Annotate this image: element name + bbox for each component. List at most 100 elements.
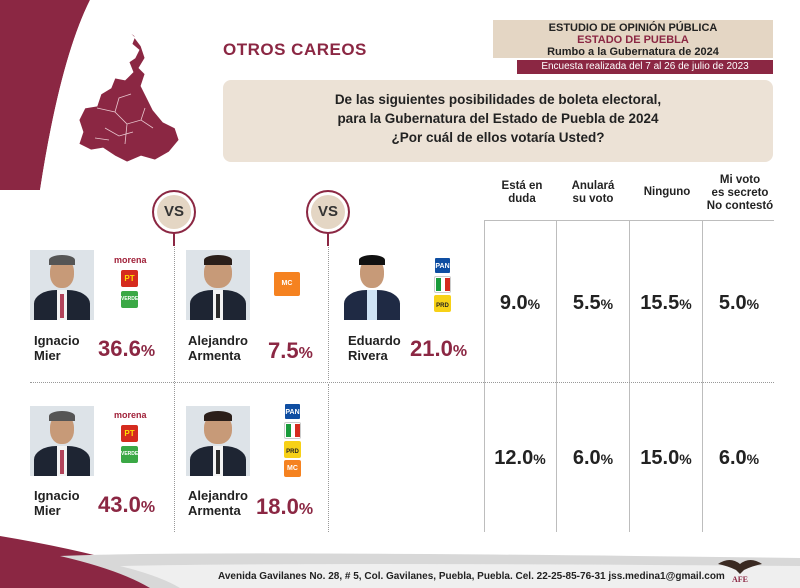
- percent-sign: %: [452, 343, 468, 360]
- result-duda: 12.0%: [484, 447, 556, 470]
- candidate-percent: 36.6%: [98, 336, 155, 362]
- col-header-secreto: Mi voto es secreto No contestó: [704, 174, 776, 213]
- candidate-name: Alejandro Armenta: [188, 333, 248, 363]
- logo-pan: PAN: [434, 257, 451, 274]
- candidate-last-name: Armenta: [188, 503, 241, 518]
- logo-prd: PRD: [284, 441, 301, 458]
- candidate-last-name: Rivera: [348, 348, 388, 363]
- svg-text:AFE: AFE: [732, 575, 748, 584]
- candidate-first-name: Alejandro: [188, 488, 248, 503]
- candidate-percent: 21.0%: [410, 336, 467, 362]
- col-header-duda-line-1: Está en: [501, 180, 543, 192]
- logo-pt: PT: [121, 270, 138, 287]
- col-header-duda-line-2: duda: [508, 193, 536, 205]
- candidate-percent-value: 21.0: [410, 336, 453, 361]
- candidate-photo-armenta: [186, 250, 250, 320]
- percent-sign: %: [600, 451, 614, 467]
- percent-sign: %: [298, 501, 314, 518]
- col-header-secreto-line-2: es secreto: [711, 187, 769, 199]
- logo-mc: MC: [274, 272, 300, 296]
- col-header-ninguno-line-1: Ninguno: [643, 186, 691, 198]
- percent-sign: %: [533, 451, 546, 467]
- candidate-photo-armenta: [186, 406, 250, 476]
- grid-line: [484, 220, 485, 532]
- col-header-secreto-line-1: Mi voto: [719, 174, 761, 186]
- percent-sign: %: [600, 296, 614, 312]
- result-anulara: 6.0%: [557, 447, 629, 470]
- grid-line: [328, 240, 329, 380]
- candidate-first-name: Alejandro: [188, 333, 248, 348]
- candidate-percent-value: 7.5: [268, 338, 299, 363]
- candidate-percent-value: 36.6: [98, 336, 141, 361]
- grid-line: [629, 220, 630, 532]
- footer-address: Avenida Gavilanes No. 28, # 5, Col. Gavi…: [218, 571, 725, 582]
- candidate-percent: 43.0%: [98, 492, 155, 518]
- result-secreto: 6.0%: [703, 447, 775, 470]
- grid-line: [484, 220, 774, 221]
- result-value: 6.0: [572, 447, 601, 469]
- result-value: 5.5: [572, 292, 601, 314]
- col-header-duda: Está en duda: [486, 180, 558, 206]
- grid-line: [556, 220, 557, 532]
- study-state: ESTADO DE PUEBLA: [577, 34, 689, 46]
- percent-sign: %: [298, 345, 313, 362]
- candidate-first-name: Ignacio: [34, 488, 80, 503]
- vs-connector: [327, 232, 329, 246]
- logo-verde: VERDE: [121, 446, 138, 463]
- puebla-map-icon: [78, 29, 180, 163]
- candidate-last-name: Mier: [34, 503, 61, 518]
- question-box: De las siguientes posibilidades de bolet…: [223, 80, 773, 162]
- candidate-percent-value: 43.0: [98, 492, 141, 517]
- grid-line: [174, 240, 175, 532]
- col-header-ninguno: Ninguno: [631, 186, 703, 199]
- logo-morena: morena: [114, 410, 147, 420]
- question-line-2: para la Gubernatura del Estado de Puebla…: [337, 111, 659, 126]
- candidate-photo-rivera: [340, 250, 404, 320]
- logo-mc: MC: [284, 460, 301, 477]
- candidate-percent: 18.0%: [256, 494, 313, 520]
- grid-line: [702, 220, 703, 532]
- question-line-3: ¿Por cuál de ellos votaría Usted?: [391, 130, 605, 145]
- grid-line: [328, 384, 329, 532]
- candidate-photo-mier: [30, 406, 94, 476]
- result-ninguno: 15.5%: [630, 292, 702, 315]
- percent-sign: %: [140, 499, 156, 516]
- candidate-last-name: Armenta: [188, 348, 241, 363]
- footer-band: [0, 536, 800, 588]
- logo-pan: PAN: [284, 403, 301, 420]
- candidate-percent: 7.5%: [268, 338, 313, 364]
- afe-logo-icon: AFE: [718, 560, 762, 584]
- study-title: ESTUDIO DE OPINIÓN PÚBLICA: [548, 22, 718, 34]
- candidate-last-name: Mier: [34, 348, 61, 363]
- result-secreto: 5.0%: [703, 292, 775, 315]
- candidate-name: Alejandro Armenta: [188, 488, 248, 518]
- percent-sign: %: [679, 451, 692, 467]
- study-header: ESTUDIO DE OPINIÓN PÚBLICA ESTADO DE PUE…: [493, 20, 773, 74]
- result-value: 6.0: [718, 447, 747, 469]
- logo-morena: morena: [114, 255, 147, 265]
- result-value: 15.0: [640, 447, 680, 469]
- candidate-name: Ignacio Mier: [34, 333, 80, 363]
- percent-sign: %: [527, 296, 541, 312]
- result-value: 12.0: [494, 447, 534, 469]
- col-header-anulara-line-2: su voto: [572, 193, 614, 205]
- vs-connector: [173, 232, 175, 246]
- study-header-main: ESTUDIO DE OPINIÓN PÚBLICA ESTADO DE PUE…: [493, 20, 773, 58]
- logo-pri: [434, 276, 451, 293]
- percent-sign: %: [140, 343, 156, 360]
- logo-verde: VERDE: [121, 291, 138, 308]
- grid-line: [30, 382, 774, 383]
- study-subtitle: Rumbo a la Gubernatura de 2024: [547, 46, 719, 58]
- col-header-anulara: Anulará su voto: [557, 180, 629, 206]
- result-anulara: 5.5%: [557, 292, 629, 315]
- logo-prd: PRD: [434, 295, 451, 312]
- result-value: 15.5: [640, 292, 680, 314]
- result-duda: 9.0%: [484, 292, 556, 315]
- percent-sign: %: [679, 296, 692, 312]
- study-date: Encuesta realizada del 7 al 26 de julio …: [517, 60, 773, 74]
- col-header-anulara-line-1: Anulará: [571, 180, 615, 192]
- result-value: 5.0: [718, 292, 747, 314]
- candidate-name: Ignacio Mier: [34, 488, 80, 518]
- candidate-name: Eduardo Rivera: [348, 333, 401, 363]
- candidate-percent-value: 18.0: [256, 494, 299, 519]
